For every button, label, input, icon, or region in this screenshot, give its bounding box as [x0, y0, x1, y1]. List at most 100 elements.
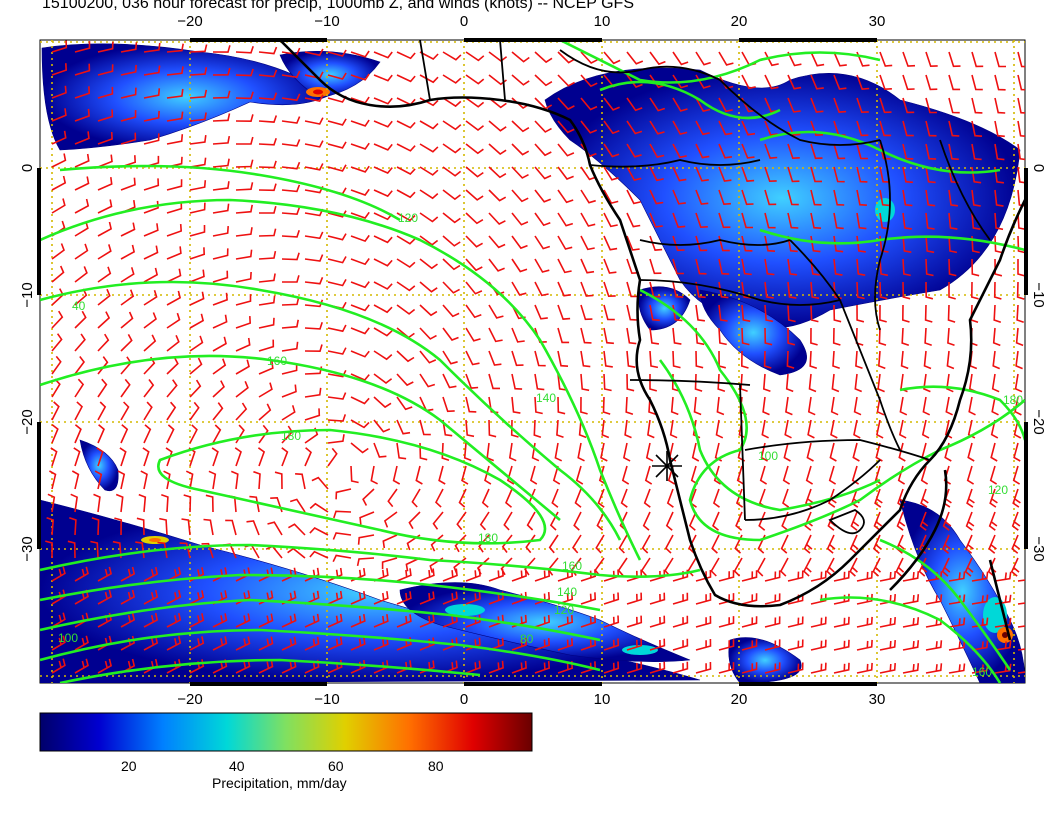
wind-barb [557, 120, 575, 134]
wind-barb [327, 279, 347, 287]
wind-barb [465, 281, 483, 295]
wind-barb [350, 327, 370, 335]
wind-barb [281, 93, 301, 102]
wind-barb [695, 120, 710, 136]
longitude-labels: −20 −10 0 10 20 30 −20 −10 0 10 20 30 [177, 13, 885, 708]
wind-barb [1017, 259, 1025, 277]
wind-barb [511, 120, 530, 133]
wind-barb [901, 304, 910, 323]
wind-barb [350, 50, 370, 58]
wind-barb [807, 419, 815, 439]
wind-barb [921, 419, 930, 439]
wind-barb [396, 614, 412, 628]
wind-barb [735, 488, 744, 508]
wind-barb [205, 494, 214, 513]
wind-barb [764, 212, 776, 229]
wind-barb [419, 166, 439, 176]
wind-barb [534, 638, 551, 651]
wind-barb [649, 615, 666, 628]
wind-barb [419, 614, 435, 628]
wind-barb [208, 470, 217, 490]
map-title: 15100200, 036 hour forecast for precip, … [42, 0, 634, 12]
wind-barb [810, 639, 827, 651]
wind-barb [741, 639, 758, 651]
wind-barb [902, 74, 915, 91]
wind-barb [304, 447, 312, 467]
wind-barb [991, 396, 999, 416]
wind-barb [304, 344, 323, 353]
wind-barb [626, 166, 642, 182]
wind-barb [179, 542, 191, 559]
wind-barb [626, 212, 641, 228]
wind-barb [741, 570, 758, 582]
wind-barb [350, 234, 370, 243]
wind-barb [373, 143, 393, 151]
colorbar-tick-60: 60 [328, 758, 344, 774]
wind-barb [695, 281, 706, 299]
wind-barb [810, 616, 827, 628]
wind-barb [994, 51, 1006, 68]
wind-barb [281, 363, 298, 375]
wind-barb [189, 291, 205, 306]
wind-barb [411, 488, 421, 508]
wind-barb [166, 268, 182, 283]
wind-barb [763, 350, 772, 369]
wind-barb [603, 51, 621, 65]
wind-barb [166, 357, 179, 375]
wind-barb [479, 511, 490, 531]
wind-barb [947, 304, 956, 323]
wind-barb [603, 592, 620, 605]
wind-barb [1017, 579, 1025, 582]
wind-barb [189, 202, 206, 214]
wind-barb [97, 401, 107, 421]
wind-barb [281, 297, 300, 306]
wind-barb [787, 304, 796, 323]
wind-barb [833, 166, 845, 183]
svg-text:20: 20 [731, 691, 748, 708]
svg-text:180: 180 [1003, 393, 1023, 407]
wind-barb [97, 86, 114, 99]
wind-barb [968, 396, 976, 416]
wind-barb [143, 635, 159, 651]
wind-barb [350, 419, 370, 429]
wind-barb [787, 212, 799, 229]
wind-barb [442, 327, 459, 341]
wind-barb [235, 159, 254, 168]
wind-barb [419, 350, 437, 364]
wind-barb [281, 636, 297, 651]
wind-barb [481, 488, 490, 508]
wind-barb [51, 40, 68, 53]
wind-barb [902, 212, 912, 230]
wind-barb [1017, 671, 1025, 674]
wind-barb [672, 281, 684, 298]
svg-text:40: 40 [72, 299, 86, 313]
wind-barb [1017, 235, 1025, 254]
svg-text:100: 100 [58, 631, 78, 645]
wind-barb [373, 74, 393, 82]
wind-barb [161, 493, 169, 513]
wind-barb [557, 51, 576, 64]
wind-barb [419, 212, 439, 223]
wind-barb [672, 235, 685, 252]
wind-barb [143, 245, 159, 260]
wind-barb [805, 465, 814, 485]
wind-barb [641, 534, 651, 554]
wind-barb [718, 97, 733, 113]
wind-barb [396, 258, 416, 269]
wind-barb [551, 488, 559, 508]
wind-barb [442, 189, 461, 201]
wind-barb [258, 636, 274, 651]
wind-barb [235, 91, 254, 100]
wind-barb [856, 235, 866, 253]
wind-barb [484, 465, 492, 485]
wind-barb [46, 516, 55, 536]
wind-barb [97, 566, 113, 582]
wind-barb [830, 396, 839, 416]
wind-barb [166, 312, 181, 329]
wind-barb [573, 511, 582, 531]
wind-barb [51, 108, 67, 122]
wind-barb [764, 662, 781, 674]
wind-barb [258, 613, 274, 628]
wind-barb [741, 616, 758, 628]
wind-barb [831, 373, 840, 393]
